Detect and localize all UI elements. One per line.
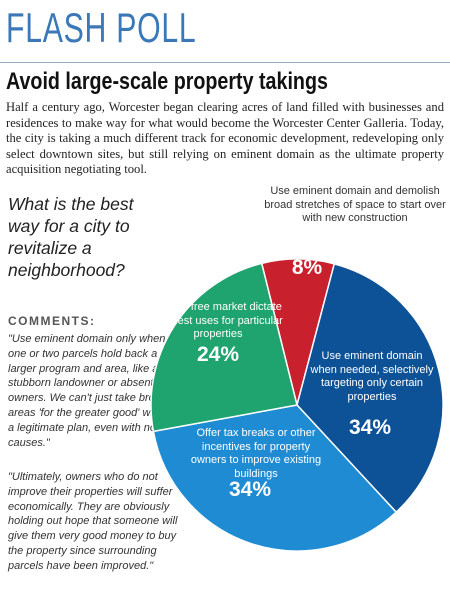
rule xyxy=(0,62,450,63)
pie-slice xyxy=(150,262,298,433)
intro: Half a century ago, Worcester began clea… xyxy=(6,100,444,177)
comments-heading: COMMENTS: xyxy=(8,314,96,328)
data-label: 34% xyxy=(348,416,392,439)
slice-label: Use eminent domain when needed, selectiv… xyxy=(310,350,434,403)
slice-label: Let the free market dictate the best use… xyxy=(153,301,283,340)
quote: "Ultimately, owners who do not improve t… xyxy=(8,471,178,572)
slice-label: Use eminent domain and demolish broad st… xyxy=(264,185,446,224)
quote: "Use eminent domain only when one or two… xyxy=(8,333,178,449)
kicker: FLASH POLL xyxy=(6,4,197,51)
chart-title: What is the best way for a city to revit… xyxy=(8,194,134,280)
data-label: 8% xyxy=(291,256,323,279)
pie-slice xyxy=(296,262,444,514)
data-label: 24% xyxy=(196,343,240,366)
pie-slice xyxy=(152,404,398,552)
slice-label: Offer tax breaks or other incentives for… xyxy=(190,427,322,480)
headline: Avoid large-scale property takings xyxy=(6,68,328,95)
data-label: 34% xyxy=(228,478,272,501)
